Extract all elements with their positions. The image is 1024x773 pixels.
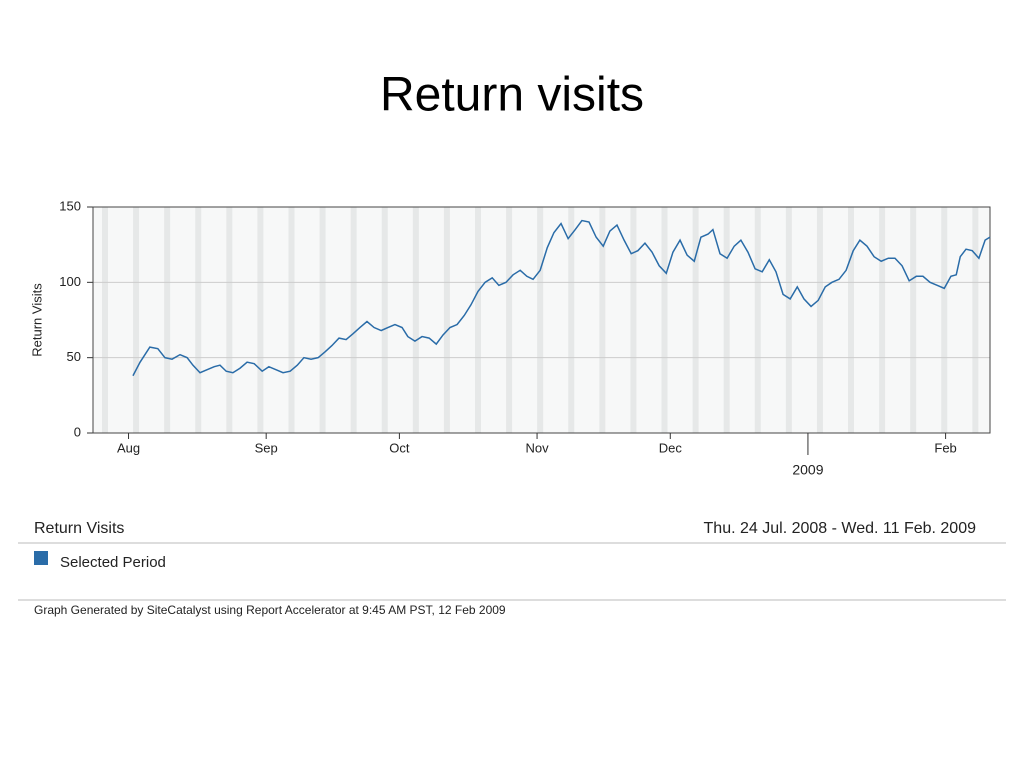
y-tick-label: 100 (59, 274, 81, 289)
slide-title: Return visits (380, 69, 644, 122)
weekend-band (848, 207, 855, 433)
y-tick-label: 0 (74, 424, 81, 439)
footer-note: Graph Generated by SiteCatalyst using Re… (34, 603, 506, 617)
weekend-band (506, 207, 513, 433)
y-tick-label: 50 (67, 349, 81, 364)
weekend-band (288, 207, 295, 433)
x-tick-label: Feb (934, 440, 956, 455)
weekend-band (195, 207, 202, 433)
footer-metric: Return Visits (34, 520, 124, 537)
weekend-band (816, 207, 823, 433)
weekend-band (568, 207, 575, 433)
weekend-band (474, 207, 481, 433)
data-line (132, 219, 991, 377)
weekend-band (754, 207, 761, 433)
weekend-band (133, 207, 140, 433)
x-tick-label: Sep (255, 440, 278, 455)
weekend-band (443, 207, 450, 433)
weekend-band (972, 207, 979, 433)
weekend-band (630, 207, 637, 433)
weekend-band (910, 207, 917, 433)
weekend-band (941, 207, 948, 433)
y-axis-label: Return Visits (29, 283, 44, 357)
weekend-band (692, 207, 699, 433)
weekend-band (537, 207, 544, 433)
footer-period: Thu. 24 Jul. 2008 - Wed. 11 Feb. 2009 (704, 520, 977, 537)
y-tick-label: 150 (59, 198, 81, 213)
year-tick-label: 2009 (792, 462, 823, 478)
legend-label: Selected Period (60, 554, 166, 571)
weekend-band (257, 207, 264, 433)
weekend-band (101, 207, 108, 433)
x-tick-label: Nov (525, 440, 549, 455)
weekend-band (350, 207, 357, 433)
plot-frame (92, 206, 991, 434)
weekend-band (599, 207, 606, 433)
legend-swatch (34, 551, 48, 565)
weekend-band (661, 207, 668, 433)
weekend-band (785, 207, 792, 433)
weekend-band (412, 207, 419, 433)
weekend-band (164, 207, 171, 433)
weekend-band (381, 207, 388, 433)
x-tick-label: Aug (117, 440, 140, 455)
x-tick-label: Dec (659, 440, 683, 455)
x-tick-label: Oct (389, 440, 410, 455)
weekend-band (879, 207, 886, 433)
weekend-band (226, 207, 233, 433)
weekend-band (319, 207, 326, 433)
weekend-band (723, 207, 730, 433)
